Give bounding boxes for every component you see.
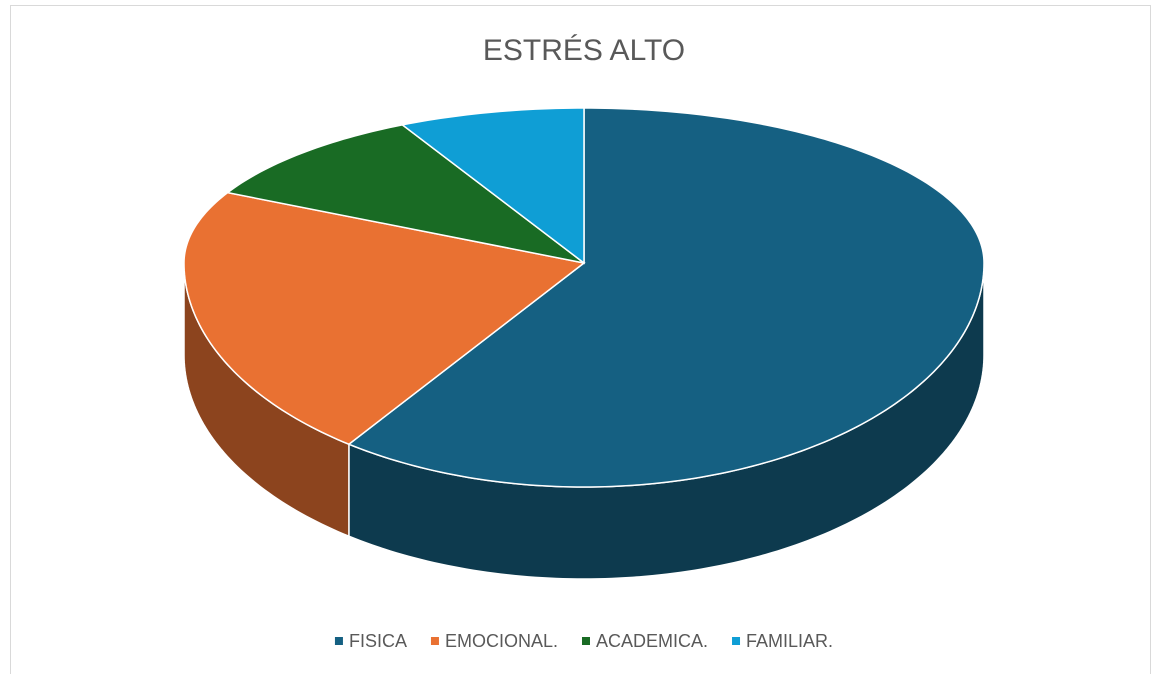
legend-label: ACADEMICA. bbox=[596, 631, 708, 651]
legend-item: EMOCIONAL. bbox=[430, 631, 558, 651]
legend-label: FAMILIAR. bbox=[746, 631, 833, 651]
slice bbox=[183, 191, 586, 446]
chart-title: ESTRÉS ALTO bbox=[483, 34, 685, 67]
slice bbox=[347, 107, 985, 488]
legend-label: EMOCIONAL. bbox=[445, 631, 558, 651]
pie bbox=[183, 107, 985, 580]
legend-item: FAMILIAR. bbox=[732, 631, 833, 651]
legend: FISICA EMOCIONAL. ACADEMICA. FAMILIAR. bbox=[334, 631, 833, 651]
legend-swatch bbox=[430, 637, 439, 645]
legend-swatch bbox=[732, 637, 741, 645]
legend-item: ACADEMICA. bbox=[581, 631, 708, 651]
legend-swatch bbox=[581, 637, 590, 645]
legend-swatch bbox=[334, 637, 343, 645]
pie-tops bbox=[183, 107, 985, 488]
slice bbox=[225, 124, 585, 264]
legend-item: FISICA bbox=[334, 631, 407, 651]
legend-label: FISICA bbox=[349, 631, 407, 651]
slice bbox=[400, 107, 585, 265]
